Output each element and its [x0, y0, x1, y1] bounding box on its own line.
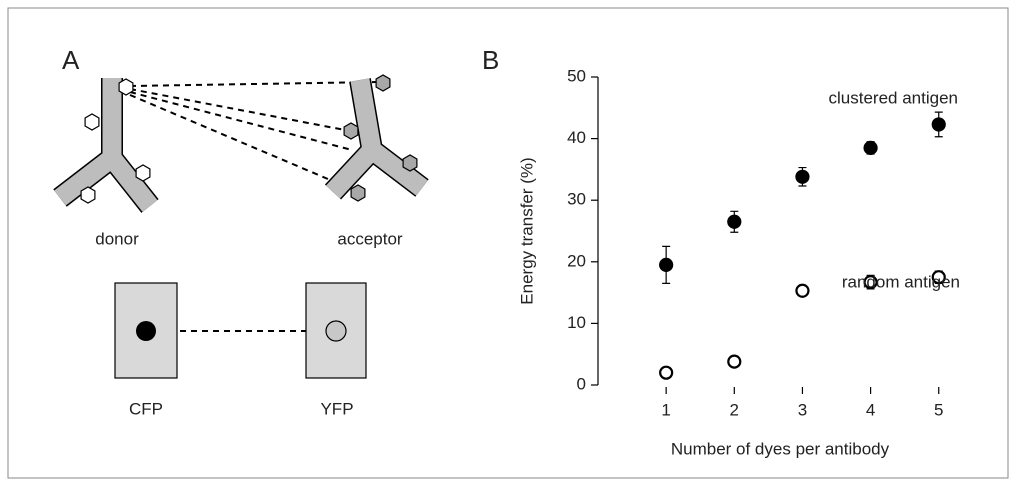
plot: 0 10 20 30 40 50 1 2 3 4 5 clustered antigen random … — [567, 66, 960, 419]
link — [129, 91, 353, 151]
point — [727, 354, 742, 369]
dye — [84, 113, 100, 131]
point — [659, 365, 674, 380]
point — [863, 275, 878, 290]
y-tick-label: 40 — [567, 128, 586, 147]
panel-label: A — [62, 45, 80, 75]
donor-label: donor — [95, 229, 139, 248]
y-tick-label: 0 — [577, 374, 586, 393]
dye — [135, 164, 151, 182]
series-annotation: random antigen — [842, 272, 960, 291]
point — [795, 169, 810, 184]
series-annotation: clustered antigen — [829, 88, 958, 107]
point — [659, 257, 674, 272]
link — [129, 88, 346, 131]
link — [129, 94, 336, 183]
y-tick-label: 30 — [567, 190, 586, 209]
panel-label: B — [482, 45, 499, 75]
x-tick-label: 3 — [798, 400, 807, 419]
dashed-links — [129, 81, 379, 332]
x-tick-label: 2 — [730, 400, 739, 419]
box-label: CFP — [129, 399, 163, 418]
x-axis-label: Number of dyes per antibody — [671, 439, 890, 458]
dye — [80, 186, 96, 204]
dye — [375, 74, 391, 92]
dye — [402, 154, 418, 172]
antibodies — [53, 74, 429, 213]
point — [931, 270, 946, 285]
x-tick-label: 4 — [866, 400, 875, 419]
antibody — [54, 78, 158, 212]
y-tick-label: 10 — [567, 313, 586, 332]
link — [129, 81, 379, 87]
y-axis-label: Energy transfer (%) — [517, 157, 536, 304]
acceptor-label: acceptor — [337, 229, 403, 248]
x-tick-label: 5 — [934, 400, 943, 419]
frame — [7, 7, 1009, 479]
point — [863, 140, 878, 155]
point — [795, 283, 810, 298]
point — [727, 214, 742, 229]
dye — [350, 184, 366, 202]
box-label: YFP — [320, 399, 353, 418]
y-tick-label: 50 — [567, 66, 586, 85]
acceptor-dot — [325, 320, 347, 342]
dye — [118, 78, 134, 96]
y-tick-label: 20 — [567, 251, 586, 270]
x-tick-label: 1 — [661, 400, 670, 419]
donor-dot — [136, 321, 156, 341]
point — [931, 117, 946, 132]
antibody — [326, 78, 428, 199]
dye — [343, 122, 359, 140]
